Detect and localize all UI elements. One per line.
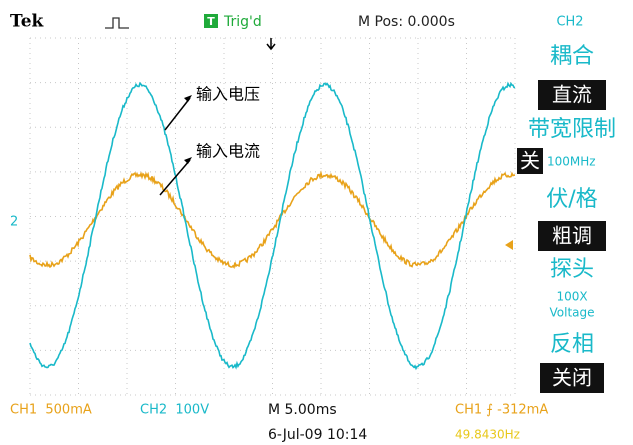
menu-channel[interactable]: CH2 bbox=[556, 15, 583, 30]
trigger-level-marker bbox=[505, 240, 513, 250]
annotation: 输入电压 bbox=[196, 85, 260, 104]
oscilloscope-screen: Tek T Trig'd M Pos: 0.000s 2 输入电压 输入电流 C… bbox=[0, 0, 633, 445]
menu-label: 带宽限制 bbox=[528, 117, 616, 142]
annotation-arrow bbox=[160, 160, 190, 195]
ch2-scale: CH2 100V bbox=[140, 403, 209, 418]
trigger-status: Trig'd bbox=[223, 14, 262, 30]
menu-value-detail: Voltage bbox=[549, 306, 594, 320]
annotation-arrowhead bbox=[184, 95, 192, 102]
menu-value[interactable]: 100X bbox=[556, 290, 587, 304]
horizontal-position: M Pos: 0.000s bbox=[358, 14, 455, 30]
ch1-scale: CH1 500mA bbox=[10, 403, 92, 418]
trigger-icon bbox=[105, 18, 129, 28]
menu-label: 伏/格 bbox=[546, 187, 597, 212]
menu-value[interactable]: 粗调 bbox=[552, 224, 592, 248]
status-bar: CH1 500mA CH2 100V M 5.00ms CH1 ⨍ -312mA… bbox=[10, 402, 548, 443]
trigger-setting: CH1 ⨍ -312mA bbox=[455, 403, 548, 418]
menu-label: 反相 bbox=[550, 332, 594, 357]
brand: Tek bbox=[10, 12, 45, 32]
waveforms bbox=[30, 83, 515, 368]
trigger-badge: T bbox=[207, 15, 215, 28]
trigger-marker bbox=[267, 38, 275, 49]
menu-value[interactable]: 关闭 bbox=[552, 366, 592, 390]
frequency: 49.8430Hz bbox=[455, 428, 520, 442]
graticule bbox=[30, 38, 515, 395]
menu-label: 探头 bbox=[550, 257, 594, 282]
menu-value[interactable]: 关 bbox=[520, 149, 540, 173]
waveform bbox=[30, 83, 515, 368]
date-time: 6-Jul-09 10:14 bbox=[268, 427, 367, 443]
side-menu: CH2 耦合 直流 带宽限制 关 100MHz 伏/格 粗调 探头 100X V… bbox=[517, 15, 616, 394]
menu-value[interactable]: 直流 bbox=[552, 83, 592, 107]
ch2-marker: 2 bbox=[10, 215, 18, 230]
menu-value-detail: 100MHz bbox=[547, 155, 596, 169]
annotation-arrowhead bbox=[184, 157, 192, 164]
timebase: M 5.00ms bbox=[268, 402, 337, 418]
annotation-arrow bbox=[165, 98, 190, 130]
menu-label: 耦合 bbox=[550, 44, 594, 69]
annotation: 输入电流 bbox=[196, 142, 260, 161]
